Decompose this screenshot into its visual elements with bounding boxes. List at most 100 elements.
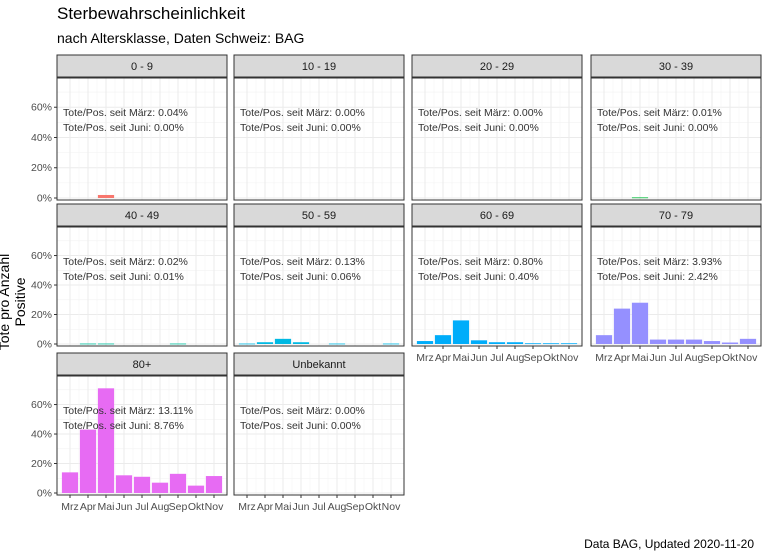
bar-Apr [434,335,452,344]
x-tick-label: Jul [490,352,503,364]
facet-panel-30-39: 30 - 39 Tote/Pos. seit März: 0.01% Tote/Po… [590,54,762,201]
x-tick-label: Okt [188,501,204,513]
chart-title: Sterbewahrscheinlichkeit [57,4,246,23]
bar-Mrz [238,343,256,345]
facet-strip-label: Unbekannt [292,359,345,371]
facet-strip [56,352,228,376]
facet-panel-80plus: 80+ Tote/Pos. seit März: 13.11% Tote/Pos. … [31,352,228,513]
bar-Apr [256,342,274,344]
facet-strip-label: 20 - 29 [480,61,514,73]
bar-Jul [133,476,151,493]
x-tick-label: Nov [205,501,224,513]
bar-Mai [97,343,115,345]
panel-annotation: Tote/Pos. seit Juni: 0.00% [240,420,361,432]
bar-Mai [452,320,470,344]
facet-strip [233,54,405,78]
bar-Mai [631,302,649,344]
x-tick-label: Mai [275,501,292,513]
bar-Okt [542,343,560,345]
bar-Jun [649,339,667,344]
y-tick-label: 40% [31,429,52,441]
y-tick-label: 60% [31,102,52,114]
panel-border [590,77,762,201]
y-tick-label: 20% [31,458,52,470]
panel-annotation: Tote/Pos. seit Juni: 0.01% [63,271,184,283]
panel-annotation: Tote/Pos. seit März: 0.04% [63,107,188,119]
facet-strip-label: 50 - 59 [302,210,336,222]
panel-annotation: Tote/Pos. seit Juni: 0.40% [418,271,539,283]
y-tick-label: 20% [31,162,52,174]
chart-caption: Data BAG, Updated 2020-11-20 [584,537,754,551]
x-tick-label: Okt [365,501,381,513]
panel-annotation: Tote/Pos. seit März: 0.80% [418,256,543,268]
bar-Jun [292,342,310,344]
facet-panel-20-29: 20 - 29 Tote/Pos. seit März: 0.00% Tote/Po… [411,54,583,201]
bar-Jun [470,340,488,344]
bar-Sep [703,341,721,344]
bar-Aug [506,342,524,344]
x-tick-label: Mrz [61,501,79,513]
y-tick-label: 0% [37,193,52,205]
bar-Apr [79,429,97,493]
facet-panel-10-19: 10 - 19 Tote/Pos. seit März: 0.00% Tote/Po… [233,54,405,201]
bar-Nov [205,476,223,493]
bar-Okt [187,485,205,493]
x-tick-label: Aug [151,501,170,513]
facet-strip-label: 10 - 19 [302,61,336,73]
panel-annotation: Tote/Pos. seit Juni: 2.42% [597,271,718,283]
x-tick-label: Apr [614,352,631,364]
facet-strip [233,352,405,376]
bar-Mrz [61,472,79,493]
x-tick-label: Okt [543,352,559,364]
bar-Sep [169,473,187,493]
x-tick-label: Jul [312,501,325,513]
panel-annotation: Tote/Pos. seit März: 0.01% [597,107,722,119]
x-tick-label: Jun [650,352,667,364]
y-tick-label: 40% [31,132,52,144]
facet-strip-label: 80+ [133,359,152,371]
facet-strip [411,54,583,78]
x-tick-label: Mrz [238,501,256,513]
bar-Jul [667,339,685,344]
panel-annotation: Tote/Pos. seit Juni: 0.00% [240,122,361,134]
x-tick-label: Mrz [595,352,613,364]
facet-panel-0-9: 0 - 9 Tote/Pos. seit März: 0.04% Tote/Pos.… [31,54,228,205]
x-tick-label: Aug [328,501,347,513]
facet-strip-label: 0 - 9 [131,61,153,73]
bar-Apr [613,308,631,344]
bar-Mai [97,194,115,198]
y-tick-label: 60% [31,250,52,262]
panel-border [233,226,405,347]
facet-panel-Unbekannt: Unbekannt Tote/Pos. seit März: 0.00% Tote/… [233,352,405,513]
panel-annotation: Tote/Pos. seit März: 0.00% [240,405,365,417]
bar-Nov [560,343,578,345]
bar-Mrz [416,341,434,344]
x-tick-label: Aug [506,352,525,364]
x-tick-label: Jun [293,501,310,513]
panel-border [411,77,583,201]
bar-Mai [97,388,115,493]
bar-Nov [739,338,757,344]
bar-Sep [524,343,542,345]
y-tick-label: 20% [31,309,52,321]
x-tick-label: Nov [560,352,579,364]
x-tick-label: Apr [435,352,452,364]
panel-annotation: Tote/Pos. seit März: 0.00% [418,107,543,119]
y-tick-label: 40% [31,280,52,292]
x-tick-label: Mai [453,352,470,364]
facet-strip [56,54,228,78]
panel-annotation: Tote/Pos. seit Juni: 0.06% [240,271,361,283]
y-tick-label: 0% [37,488,52,500]
bar-Jul [488,342,506,344]
bar-Aug [151,482,169,493]
facet-strip-label: 30 - 39 [659,61,693,73]
bar-Aug [328,343,346,345]
panel-annotation: Tote/Pos. seit Juni: 0.00% [63,122,184,134]
x-tick-label: Apr [257,501,274,513]
facet-strip [56,203,228,227]
panel-border [56,226,228,347]
x-tick-label: Nov [382,501,401,513]
facet-strip-label: 40 - 49 [125,210,159,222]
x-tick-label: Mai [632,352,649,364]
